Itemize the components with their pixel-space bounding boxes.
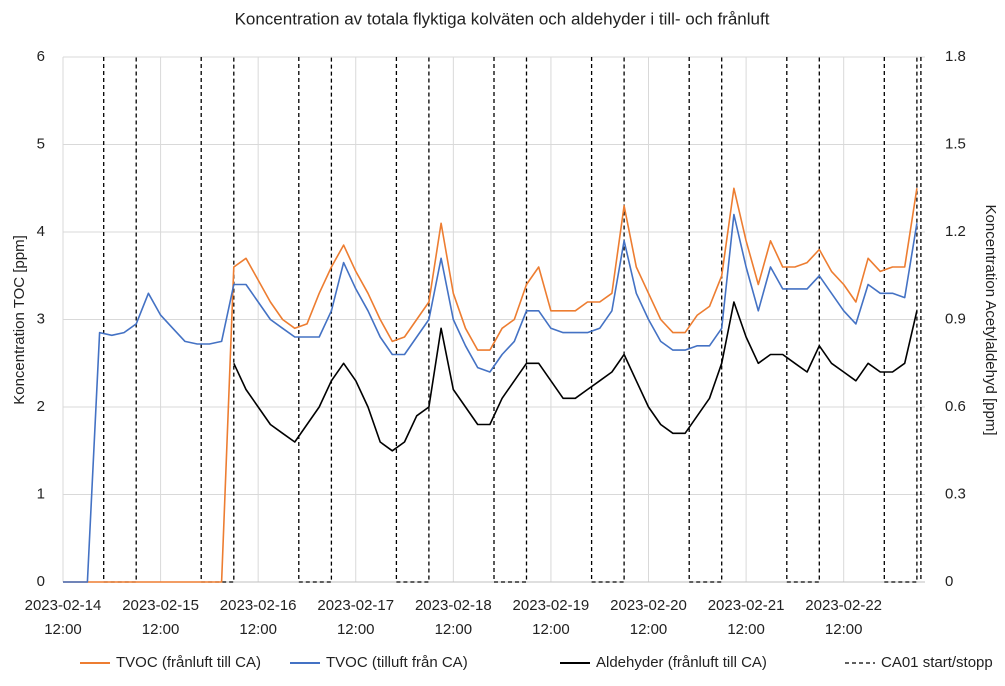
- x-tick-label: 2023-02-21: [708, 597, 785, 614]
- x-tick-label: 2023-02-16: [220, 597, 297, 614]
- x-tick-label: 12:00: [142, 621, 180, 638]
- x-tick-label: 2023-02-19: [513, 597, 590, 614]
- x-tick-label: 12:00: [532, 621, 570, 638]
- x-tick-label: 12:00: [435, 621, 473, 638]
- x-tick-label: 12:00: [44, 621, 82, 638]
- x-tick-label: 12:00: [630, 621, 668, 638]
- legend-label: TVOC (tilluft från CA): [326, 654, 468, 671]
- x-tick-label: 12:00: [825, 621, 863, 638]
- y2-tick-label: 0.3: [945, 485, 966, 502]
- legend-label: TVOC (frånluft till CA): [116, 654, 261, 671]
- x-tick-label: 2023-02-18: [415, 597, 492, 614]
- x-tick-label: 2023-02-17: [317, 597, 394, 614]
- y2-tick-label: 0.9: [945, 310, 966, 327]
- y2-axis-title: Koncentration Acetylaldehyd [ppm]: [982, 205, 999, 436]
- y2-tick-label: 1.2: [945, 223, 966, 240]
- x-tick-label: 2023-02-15: [122, 597, 199, 614]
- y-tick-label: 6: [37, 48, 45, 65]
- x-tick-label: 12:00: [239, 621, 277, 638]
- y2-tick-label: 1.5: [945, 135, 966, 152]
- y-tick-label: 1: [37, 485, 45, 502]
- series-line: [233, 301, 918, 452]
- y-axis-title: Koncentration TOC [ppm]: [11, 235, 28, 405]
- y-tick-label: 0: [37, 573, 45, 590]
- x-tick-label: 2023-02-14: [25, 597, 102, 614]
- series-line: [63, 213, 918, 583]
- x-tick-label: 12:00: [337, 621, 375, 638]
- y2-tick-label: 0.6: [945, 398, 966, 415]
- y2-tick-label: 1.8: [945, 48, 966, 65]
- x-tick-label: 2023-02-20: [610, 597, 687, 614]
- y2-tick-label: 0: [945, 573, 953, 590]
- legend-label: Aldehyder (frånluft till CA): [596, 654, 767, 671]
- series-line: [63, 187, 918, 583]
- chart-title: Koncentration av totala flyktiga kolväte…: [235, 9, 770, 28]
- y-tick-label: 5: [37, 135, 45, 152]
- legend-label: CA01 start/stopp: [881, 654, 993, 671]
- y-tick-label: 2: [37, 398, 45, 415]
- y-tick-label: 4: [37, 223, 45, 240]
- y-tick-label: 3: [37, 310, 45, 327]
- x-tick-label: 2023-02-22: [805, 597, 882, 614]
- x-tick-label: 12:00: [727, 621, 765, 638]
